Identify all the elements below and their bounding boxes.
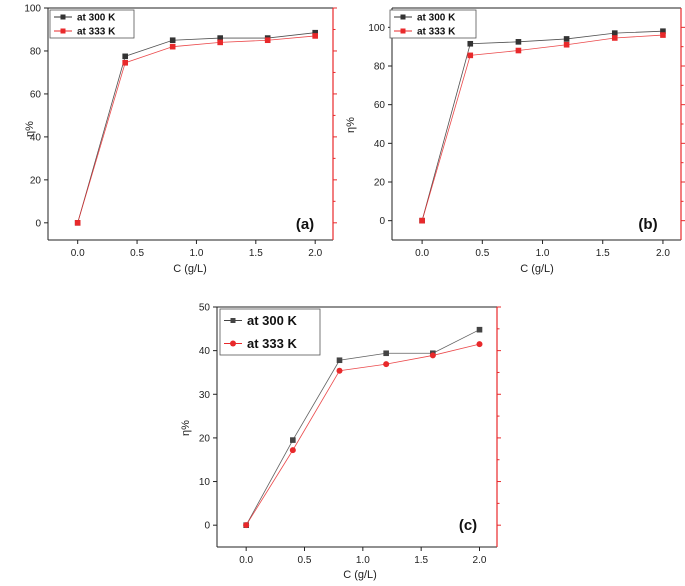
- x-tick-label: 1.5: [414, 555, 428, 566]
- series-line-1: [245, 329, 480, 526]
- x-tick-label: 2.0: [473, 555, 487, 566]
- x-tick-label: 0.5: [475, 248, 489, 259]
- data-point: [169, 37, 176, 44]
- data-point: [383, 350, 389, 357]
- x-tick-label: 0.0: [239, 555, 253, 566]
- data-point: [122, 59, 128, 66]
- data-point: [264, 37, 271, 44]
- y-tick-label: 80: [30, 46, 42, 57]
- data-point: [217, 35, 223, 41]
- data-point: [243, 522, 250, 529]
- data-point: [290, 437, 296, 443]
- legend-marker: [400, 14, 406, 20]
- data-point: [419, 217, 425, 224]
- legend-label: at 300 K: [77, 13, 116, 24]
- x-tick-label: 0.5: [298, 555, 312, 566]
- x-tick-label: 0.0: [71, 248, 85, 259]
- legend-marker: [230, 340, 236, 347]
- legend-label: at 300 K: [417, 13, 456, 24]
- data-point: [476, 326, 483, 333]
- legend-label: at 300 K: [247, 313, 297, 328]
- y-axis-title: η%: [180, 420, 192, 436]
- x-axis-title: C (g/L): [343, 569, 377, 581]
- legend-label: at 333 K: [77, 27, 116, 38]
- data-point: [515, 39, 522, 45]
- data-point: [383, 361, 390, 368]
- data-point: [515, 47, 522, 54]
- y-axis-title: η%: [24, 121, 36, 137]
- x-tick-label: 1.0: [536, 248, 550, 259]
- x-tick-label: 0.5: [130, 248, 144, 259]
- chart-panel-3: 0 10 20 30 40 50 0.0 0.5 1.0 1.5 2.0 C (g/L) η% at 30…: [180, 303, 501, 581]
- y-tick-label: 80: [374, 62, 386, 73]
- y-tick-label: 20: [374, 178, 386, 189]
- y-axis-title: η%: [345, 117, 357, 133]
- legend-label: at 333 K: [417, 27, 456, 38]
- legend: at 300 K at 333 K: [49, 9, 135, 39]
- data-point: [660, 28, 666, 34]
- legend-marker: [230, 318, 236, 323]
- panel-label: (a): [296, 216, 314, 233]
- y-tick-label: 100: [368, 23, 385, 34]
- panel-label: (b): [638, 216, 657, 233]
- legend-box: [219, 308, 321, 356]
- y-tick-label: 50: [199, 303, 211, 314]
- x-tick-label: 2.0: [308, 248, 322, 259]
- data-point: [217, 39, 223, 46]
- data-point: [336, 357, 343, 364]
- legend: at 300 K at 333 K: [389, 9, 477, 39]
- data-point: [122, 53, 128, 60]
- x-tick-label: 1.5: [249, 248, 263, 259]
- y-tick-label: 40: [30, 132, 42, 143]
- legend-marker: [400, 28, 406, 34]
- chart-panel-2: 0 20 40 60 80 100 0.0 0.5 1.0 1.5 2.0 C (g/L) η% at 3…: [345, 7, 685, 275]
- data-point: [336, 367, 343, 374]
- data-point: [563, 36, 570, 42]
- y-tick-label: 30: [199, 390, 211, 401]
- data-point: [429, 352, 436, 359]
- y-tick-label: 0: [204, 521, 210, 532]
- x-axis-title: C (g/L): [520, 263, 554, 275]
- legend-marker: [60, 28, 66, 34]
- y-tick-label: 0: [35, 218, 41, 229]
- series-line-2: [245, 343, 480, 526]
- x-tick-label: 1.0: [356, 555, 370, 566]
- series-line-1: [421, 30, 663, 221]
- chart-panel-1: 0 20 40 60 80 100 0.0 0.5 1.0 1.5 2.0 C (g/L) η% at 3…: [24, 4, 337, 275]
- y-tick-label: 10: [199, 477, 211, 488]
- data-point: [611, 35, 618, 41]
- data-point: [312, 33, 318, 39]
- data-point: [74, 220, 81, 226]
- data-point: [169, 43, 176, 50]
- x-tick-label: 1.0: [189, 248, 203, 259]
- y-tick-label: 60: [374, 100, 386, 111]
- x-tick-label: 2.0: [656, 248, 670, 259]
- y-tick-label: 40: [199, 346, 211, 357]
- data-point: [611, 30, 618, 36]
- x-tick-label: 0.0: [415, 248, 429, 259]
- data-point: [289, 447, 296, 454]
- series-line-1: [77, 32, 316, 223]
- series-line-2: [77, 35, 316, 223]
- data-point: [660, 32, 666, 38]
- y-tick-label: 20: [199, 433, 211, 444]
- y-tick-label: 0: [379, 216, 385, 227]
- data-point: [476, 341, 483, 348]
- data-point: [467, 40, 474, 47]
- legend-label: at 333 K: [247, 336, 297, 351]
- y-tick-label: 20: [30, 175, 42, 186]
- x-tick-label: 1.5: [596, 248, 610, 259]
- x-axis-title: C (g/L): [173, 263, 207, 275]
- data-point: [467, 52, 474, 59]
- panel-label: (c): [459, 517, 477, 534]
- data-point: [312, 29, 318, 36]
- y-tick-label: 100: [24, 4, 41, 15]
- data-point: [563, 41, 570, 48]
- y-tick-label: 40: [374, 139, 386, 150]
- y-tick-label: 60: [30, 89, 42, 100]
- legend: at 300 K at 333 K: [219, 308, 321, 356]
- series-line-2: [421, 34, 663, 221]
- legend-marker: [60, 14, 66, 20]
